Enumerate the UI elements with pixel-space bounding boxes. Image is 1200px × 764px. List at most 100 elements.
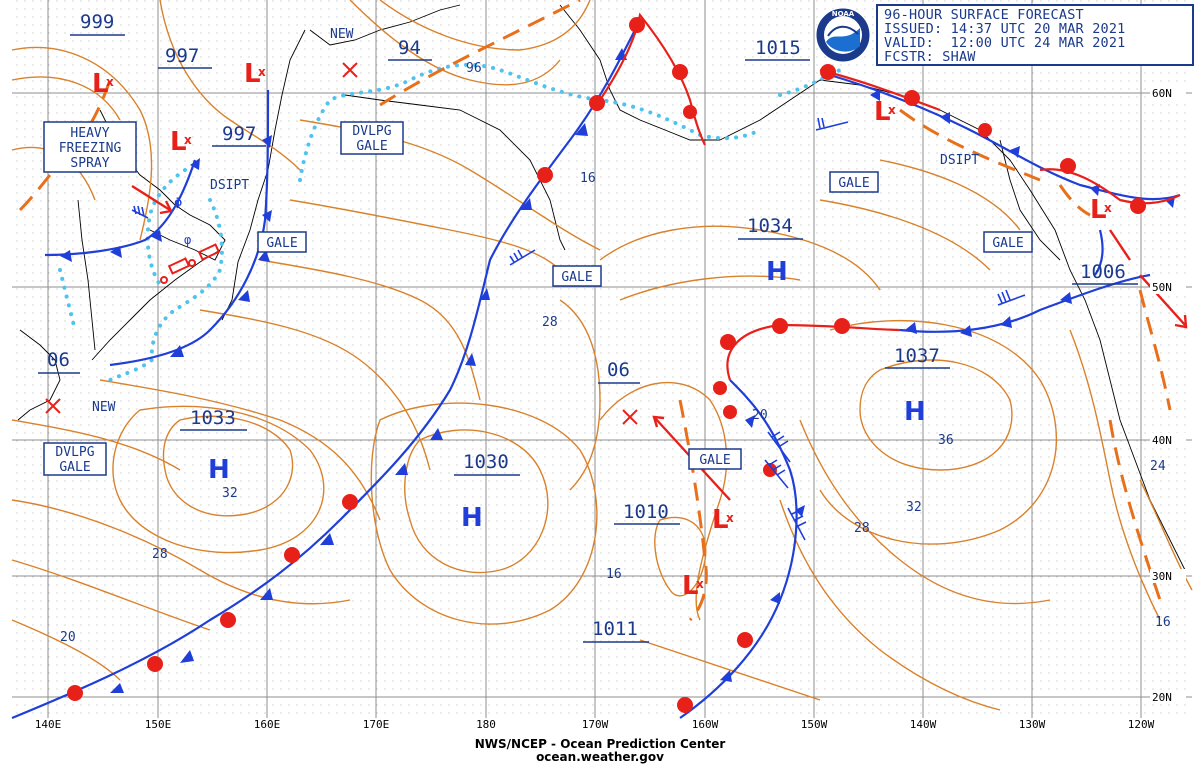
pressure-label: 1030 [463, 451, 509, 473]
cold-front [11, 19, 641, 720]
isobar [779, 499, 1001, 711]
barb [180, 650, 194, 663]
lon-label: 150E [145, 718, 172, 731]
trough [1108, 419, 1162, 601]
ice-edge [58, 268, 77, 332]
isobar [11, 46, 153, 241]
warning-text: SPRAY [70, 156, 109, 171]
gale-box [983, 231, 1033, 253]
bulb [683, 105, 697, 119]
contour-value: 20 [752, 408, 768, 423]
isobar [289, 199, 561, 271]
isobar [599, 225, 881, 291]
gale-text: GALE [266, 236, 297, 251]
barb-icon [764, 459, 789, 489]
text-labels: NEW NEW DSIPT DSIPT [92, 27, 979, 415]
barb [262, 210, 272, 222]
trough [678, 399, 708, 622]
isobar [379, 0, 591, 51]
isobar [1139, 479, 1193, 591]
contour-value: 32 [906, 500, 922, 515]
high-center: H [461, 503, 483, 533]
lat-label: 60N [1152, 87, 1172, 100]
contour-value: 16 [606, 567, 622, 582]
isobar [11, 499, 351, 605]
low-letter: L [712, 505, 729, 535]
barb [465, 353, 476, 366]
contour-value: 28 [542, 315, 558, 330]
trough [1058, 184, 1091, 217]
isobar [859, 359, 1013, 471]
bulb [763, 463, 777, 477]
pressure-label: 1037 [894, 345, 940, 367]
pressure-label: 997 [165, 45, 199, 67]
trough [899, 108, 1041, 182]
barb [870, 89, 880, 101]
gale-box [257, 231, 307, 253]
isobar [619, 275, 801, 301]
bulb [1060, 158, 1076, 174]
warning-text: GALE [356, 139, 387, 154]
ice-icon [160, 276, 168, 284]
trough [1138, 289, 1172, 411]
storm-tracks [131, 184, 1188, 501]
logo-text: NOAA [832, 10, 855, 18]
bulb [672, 64, 688, 80]
low-center: Lx [1090, 195, 1112, 225]
trough [379, 0, 581, 107]
x-mark-icon [45, 398, 61, 414]
low-center: Lx [170, 127, 192, 157]
ice-icon [197, 243, 221, 261]
isobar [1069, 329, 1161, 621]
low-x: x [726, 511, 734, 525]
cold-front [109, 89, 270, 367]
ice-edge [145, 168, 187, 287]
warm-front-bulbs [67, 17, 1146, 713]
bulb [737, 632, 753, 648]
barb [238, 290, 250, 302]
warning-text: FREEZING [59, 141, 122, 156]
bulb [978, 123, 992, 137]
warning-text: DVLPG [352, 124, 391, 139]
low-center: Lx [244, 59, 266, 89]
low-letter: L [170, 127, 187, 157]
lat-label: 20N [1152, 691, 1172, 704]
dot-grid [12, 0, 1192, 718]
gale-text: GALE [838, 176, 869, 191]
coast-kamchatka [221, 29, 306, 321]
warning-box [43, 121, 137, 173]
lon-label: 160E [254, 718, 281, 731]
barb [1090, 184, 1100, 196]
barb [1060, 292, 1072, 304]
warning-text: GALE [59, 460, 90, 475]
pressure-label: 1011 [592, 618, 638, 640]
isobar [99, 379, 381, 521]
barb-icon [997, 289, 1026, 306]
lon-label: 120W [1128, 718, 1155, 731]
gale-text: GALE [992, 236, 1023, 251]
lon-label: 130W [1019, 718, 1046, 731]
ice-edges [58, 62, 842, 382]
pressure-label: 06 [47, 349, 70, 371]
isobar [879, 159, 1021, 231]
isobar [654, 516, 707, 597]
coast-gulf-alaska [719, 79, 1186, 571]
barb [395, 463, 408, 475]
phi-icon: Φ [174, 196, 182, 212]
highs: H H H H [208, 257, 926, 533]
boxed-labels: HEAVY FREEZING SPRAY DVLPG GALE DVLPG GA… [43, 121, 1033, 476]
ice-edge [108, 198, 224, 382]
cold-front [1094, 229, 1104, 276]
lon-label: 170W [582, 718, 609, 731]
forecast-header: 96-HOUR SURFACE FORECAST ISSUED: 14:37 U… [876, 4, 1194, 66]
credit-org: NWS/NCEP - Ocean Prediction Center [474, 737, 726, 751]
ice-accretion-icons [160, 243, 221, 284]
header-title: 96-HOUR SURFACE FORECAST [884, 7, 1084, 23]
high-center: H [904, 397, 926, 427]
wind-barbs [131, 117, 1026, 541]
lon-label: 140W [910, 718, 937, 731]
high-center: H [208, 455, 230, 485]
gale-box [688, 448, 742, 470]
pressure-label: 06 [607, 359, 630, 381]
contour-value: 36 [938, 433, 954, 448]
